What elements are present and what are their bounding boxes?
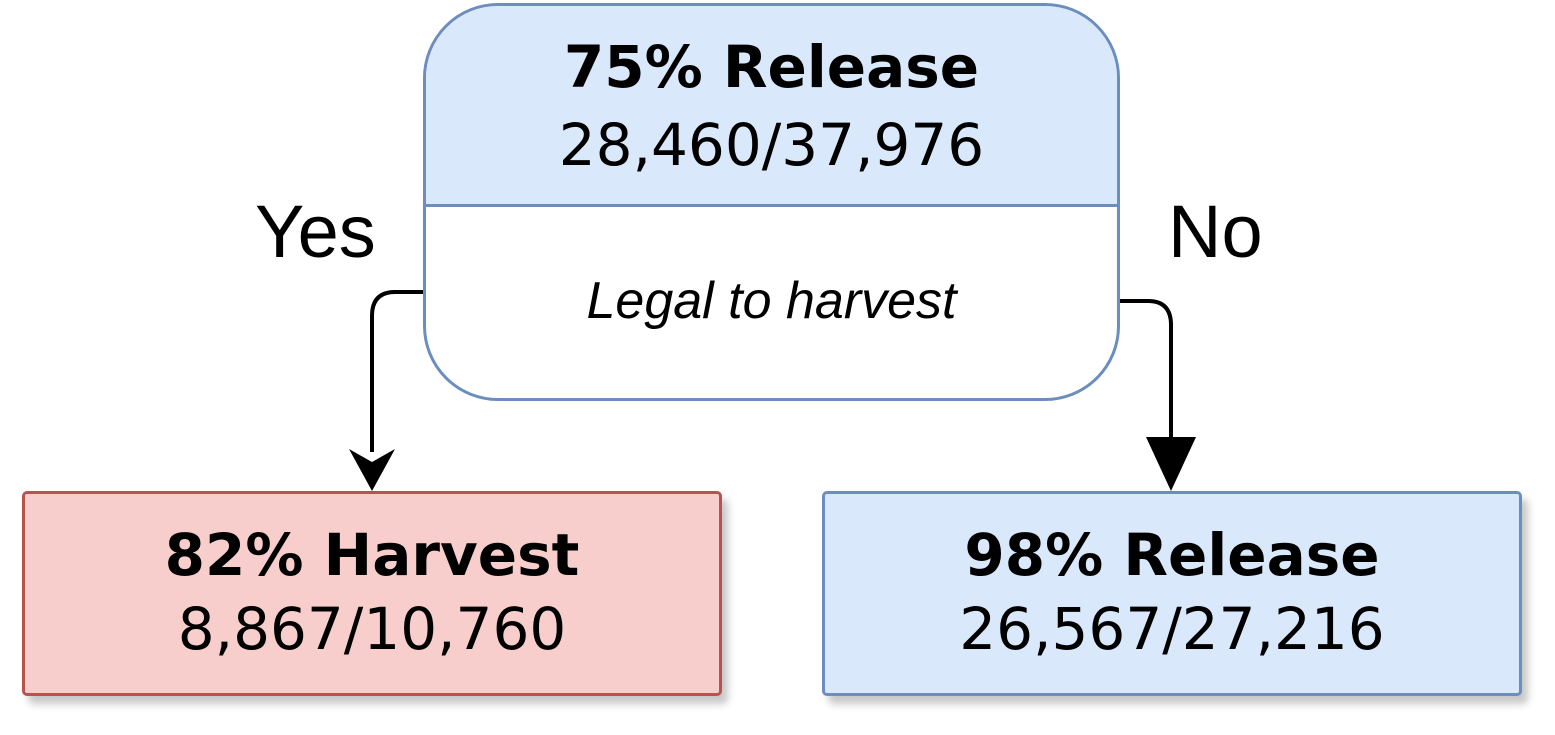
release-leaf-count: 26,567/27,216 <box>959 595 1385 663</box>
root-header: 75% Release 28,460/37,976 <box>426 6 1117 207</box>
no-label: No <box>1168 190 1263 273</box>
release-leaf-node: 98% Release 26,567/27,216 <box>822 491 1522 696</box>
root-title: 75% Release <box>563 33 980 101</box>
root-node: 75% Release 28,460/37,976 Legal to harve… <box>423 3 1120 401</box>
no-connector <box>1120 299 1173 452</box>
no-arrowhead <box>1146 437 1196 491</box>
yes-arrowhead <box>349 449 395 491</box>
yes-connector <box>370 290 423 452</box>
harvest-leaf-node: 82% Harvest 8,867/10,760 <box>22 491 722 696</box>
release-leaf-title: 98% Release <box>964 521 1380 589</box>
harvest-leaf-count: 8,867/10,760 <box>177 595 567 663</box>
yes-label: Yes <box>255 190 376 273</box>
root-count: 28,460/37,976 <box>558 111 985 179</box>
harvest-leaf-title: 82% Harvest <box>164 521 580 589</box>
root-condition: Legal to harvest <box>586 272 957 330</box>
